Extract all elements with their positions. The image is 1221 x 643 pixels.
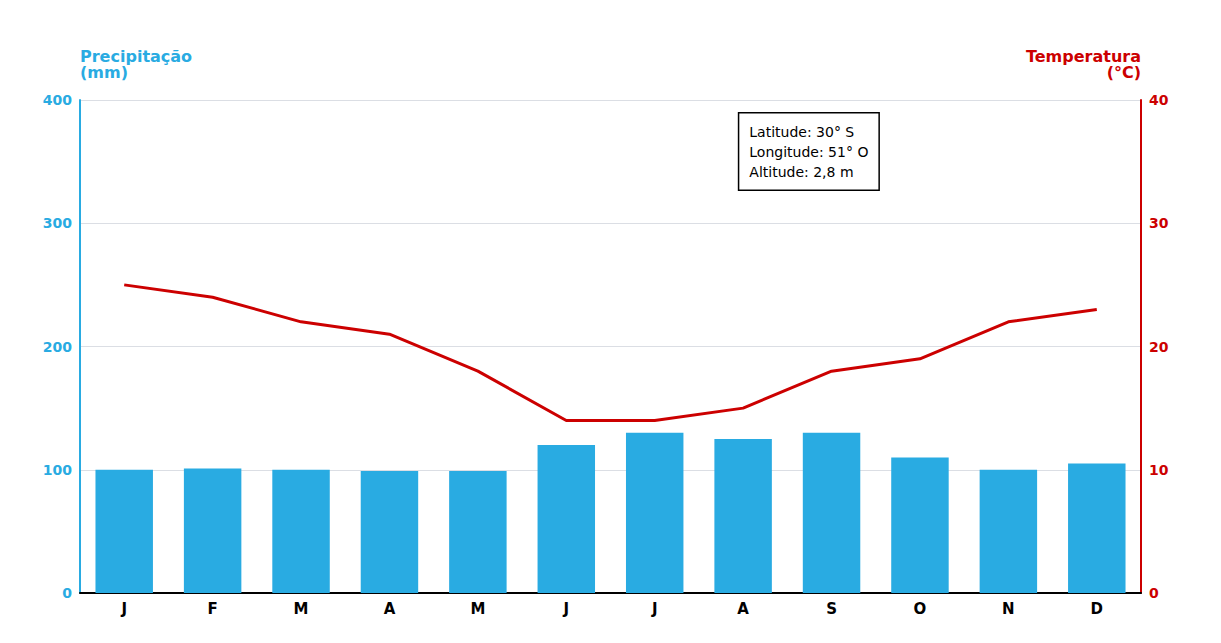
svg-text:O: O <box>914 600 927 618</box>
svg-text:N: N <box>1002 600 1015 618</box>
svg-text:300: 300 <box>43 215 72 231</box>
svg-text:Temperatura: Temperatura <box>1026 46 1141 66</box>
svg-text:100: 100 <box>43 462 72 478</box>
svg-text:20: 20 <box>1149 339 1169 355</box>
svg-text:D: D <box>1091 600 1103 618</box>
svg-text:40: 40 <box>1149 92 1169 108</box>
svg-text:0: 0 <box>1149 585 1159 601</box>
svg-text:A: A <box>384 600 396 618</box>
svg-text:J: J <box>120 600 127 618</box>
svg-text:S: S <box>826 600 837 618</box>
svg-text:M: M <box>470 600 485 618</box>
svg-text:A: A <box>737 600 749 618</box>
svg-text:0: 0 <box>62 585 72 601</box>
svg-text:J: J <box>651 600 658 618</box>
svg-text:(°C): (°C) <box>1107 63 1141 82</box>
svg-text:J: J <box>562 600 569 618</box>
svg-text:30: 30 <box>1149 215 1169 231</box>
svg-text:M: M <box>294 600 309 618</box>
svg-text:Latitude: 30° S: Latitude: 30° S <box>749 124 854 140</box>
svg-text:10: 10 <box>1149 462 1169 478</box>
svg-text:Precipitação: Precipitação <box>80 46 193 66</box>
svg-text:F: F <box>208 600 218 618</box>
svg-text:400: 400 <box>43 92 72 108</box>
svg-text:Altitude: 2,8 m: Altitude: 2,8 m <box>749 164 853 180</box>
svg-text:(mm): (mm) <box>80 63 128 82</box>
svg-text:Longitude: 51° O: Longitude: 51° O <box>749 144 868 160</box>
svg-text:200: 200 <box>43 339 72 355</box>
